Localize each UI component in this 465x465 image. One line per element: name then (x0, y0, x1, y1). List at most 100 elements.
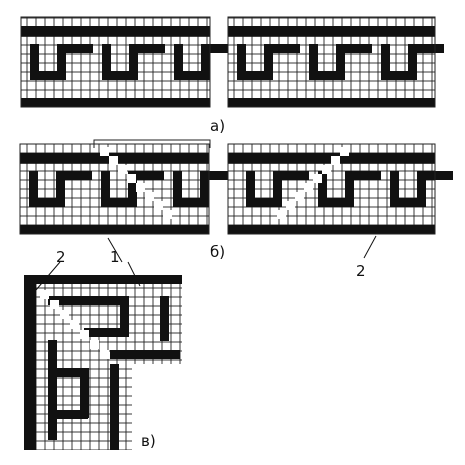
seam-step (145, 192, 154, 201)
corner-seam-step (40, 290, 49, 299)
panel-a-label: а) (210, 117, 225, 135)
corner-seam-step (90, 340, 99, 349)
corner-v-drop (80, 368, 89, 418)
meander-post-inner (345, 171, 354, 198)
meander-top (57, 44, 93, 53)
meander-post-inner (264, 44, 273, 71)
meander-top (201, 44, 237, 53)
bottom-band (228, 98, 435, 107)
bottom-band (20, 225, 209, 234)
corner-band-right (110, 350, 180, 359)
corner-seam-step (50, 300, 59, 309)
meander-base (102, 71, 138, 80)
corner-v-base (48, 410, 88, 419)
meander-post-inner (408, 44, 417, 71)
seam-step (322, 165, 331, 174)
meander-post (246, 171, 255, 207)
panel-b-strip-right (227, 143, 453, 235)
seam-step (154, 201, 163, 210)
meander-post-inner (57, 44, 66, 71)
panel-a-strip-left (20, 16, 237, 108)
meander-post-inner (200, 171, 209, 198)
meander-post (29, 171, 38, 207)
strip-frame (227, 16, 436, 108)
panel-v-label: в) (141, 432, 156, 450)
seam-step (118, 165, 127, 174)
callout-2-right-label: 2 (356, 262, 366, 280)
meander-post-inner (129, 44, 138, 71)
panel-a-strip-right (227, 16, 444, 108)
corner-meander-top (48, 296, 128, 305)
meander-post-inner (273, 171, 282, 198)
meander-top (56, 171, 92, 180)
callout-1-right-leader (127, 261, 141, 287)
meander-post (102, 44, 111, 80)
corner-v-band (110, 364, 119, 450)
panel-v-corner (24, 275, 182, 450)
meander-post (390, 171, 399, 207)
meander-base (381, 71, 417, 80)
seam-step (331, 156, 340, 165)
meander-top (408, 44, 444, 53)
meander-top (336, 44, 372, 53)
bottom-band (228, 225, 435, 234)
meander-post (30, 44, 39, 80)
meander-top (128, 171, 164, 180)
meander-top (345, 171, 381, 180)
corner-meander-drop (120, 296, 129, 336)
corner-seam-step (60, 310, 69, 319)
corner-meander-run (84, 328, 129, 337)
callout-2-right-leader (363, 235, 377, 259)
meander-post (174, 44, 183, 80)
corner-meander-post (160, 296, 169, 341)
bottom-band (21, 98, 210, 107)
meander-post (318, 171, 327, 207)
meander-post (309, 44, 318, 80)
seam-step (277, 210, 286, 219)
meander-post (101, 171, 110, 207)
panel-b-label: б) (210, 243, 225, 261)
corner-v-post (48, 340, 57, 440)
corner-seam-step (70, 320, 79, 329)
corner-v-run (48, 368, 88, 377)
meander-post (173, 171, 182, 207)
corner-seam-step (100, 350, 109, 359)
seam-step (304, 183, 313, 192)
seam-step (295, 192, 304, 201)
meander-base (246, 198, 282, 207)
meander-post-inner (336, 44, 345, 71)
strip-frame (227, 143, 436, 235)
meander-top (129, 44, 165, 53)
seam-step (286, 201, 295, 210)
meander-top (200, 171, 236, 180)
top-band (228, 26, 435, 37)
meander-base (173, 198, 209, 207)
corner-left-band (24, 275, 36, 450)
top-band (21, 26, 210, 37)
joined-piece-outline (93, 139, 211, 148)
callout-1-left-leader (107, 237, 123, 263)
meander-base (29, 198, 65, 207)
meander-base (174, 71, 210, 80)
meander-post (237, 44, 246, 80)
seam-step (136, 183, 145, 192)
callout-2-left-leader (35, 261, 61, 291)
corner-top-band (24, 275, 182, 284)
meander-base (309, 71, 345, 80)
meander-base (237, 71, 273, 80)
meander-post-inner (128, 171, 137, 198)
meander-post-inner (201, 44, 210, 71)
callout-1-label: 1 (110, 248, 120, 266)
meander-base (101, 198, 137, 207)
meander-post (381, 44, 390, 80)
seam-step (100, 147, 109, 156)
corner-seam-step (80, 330, 89, 339)
seam-step (163, 210, 172, 219)
meander-base (30, 71, 66, 80)
seam-step (340, 147, 349, 156)
meander-top (264, 44, 300, 53)
meander-base (318, 198, 354, 207)
meander-post-inner (56, 171, 65, 198)
meander-post-inner (417, 171, 426, 198)
